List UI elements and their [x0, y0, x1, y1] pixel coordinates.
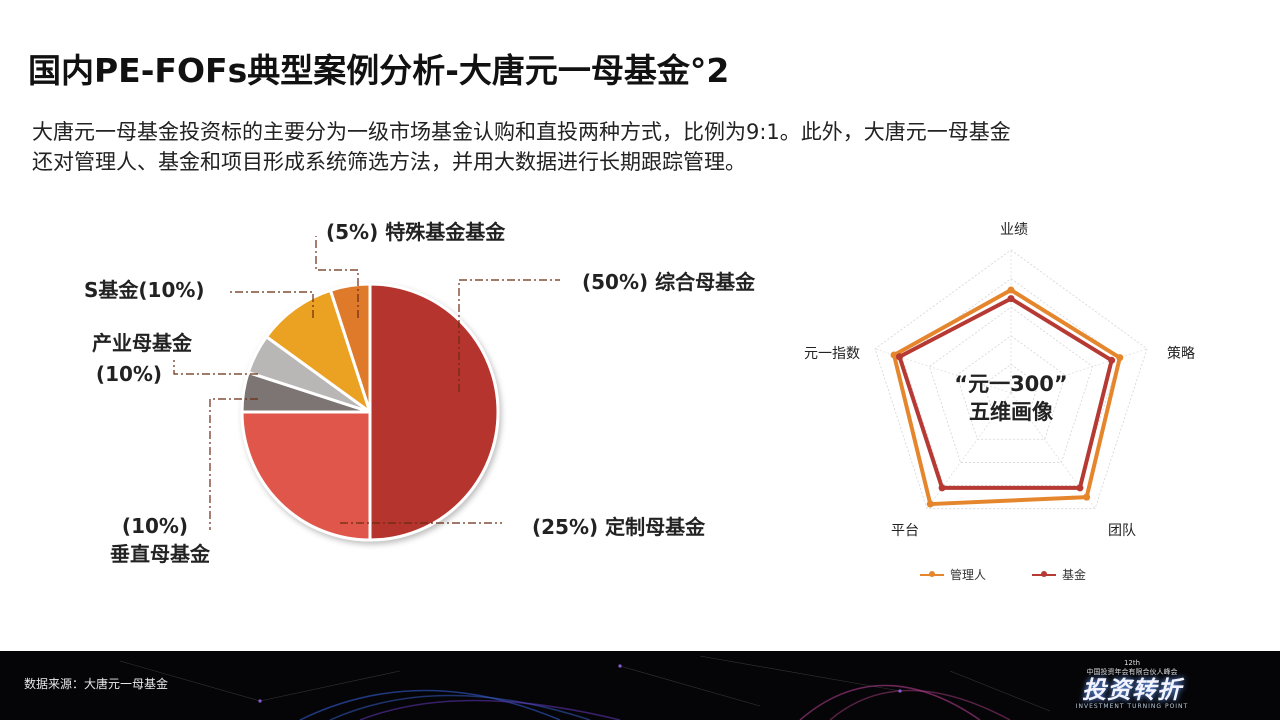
radar-series-0: [892, 288, 1122, 507]
pie-slice-0: [368, 282, 500, 542]
pie-leader-line-2: [209, 398, 258, 530]
radar-grid-ring-1: [983, 363, 1039, 417]
page-title: 国内PE-FOFs典型案例分析-大唐元一母基金°2: [28, 51, 730, 90]
footer-decoration: [119, 655, 1051, 720]
radar-point-1-4: [895, 353, 903, 361]
radar-axis-label-team: 团队: [1108, 523, 1136, 539]
footer-banner: 数据来源：大唐元一母基金 12th 中国投资年会有限合伙人峰会 投资转折 INV…: [0, 651, 1280, 720]
logo-subtitle: INVESTMENT TURNING POINT: [1075, 703, 1189, 710]
radar-point-0-1: [1116, 354, 1124, 362]
radar-point-0-0: [1007, 286, 1015, 294]
radar-point-0-2: [1083, 493, 1091, 501]
logo-main-text: 投资转折: [1082, 676, 1182, 704]
radar-axis-label-performance: 业绩: [1000, 222, 1028, 238]
radar-point-1-0: [1007, 295, 1015, 303]
radar-center-text: “元一300” 五维画像: [954, 370, 1067, 426]
pie-label-industry-name: 产业母基金: [92, 331, 192, 355]
legend-item-fund: 基金: [1032, 566, 1086, 583]
description-line-2: 还对管理人、基金和项目形成系统筛选方法，并用大数据进行长期跟踪管理。: [32, 150, 746, 174]
pie-slice-5: [328, 282, 372, 414]
pie-leader-line-4: [230, 291, 314, 318]
radar-center-line-1: “元一300”: [954, 372, 1068, 396]
legend-item-manager: 管理人: [920, 566, 986, 583]
data-source-note: 数据来源：大唐元一母基金: [24, 677, 169, 691]
pie-label-special-fund: (5%) 特殊基金基金: [326, 220, 506, 244]
radar-point-1-2: [1076, 484, 1084, 492]
pie-label-industry: 产业母基金 (10%): [82, 331, 202, 386]
logo-event-name: 中国投资年会有限合伙人峰会: [1086, 668, 1178, 676]
radar-point-1-3: [938, 484, 946, 492]
legend-swatch-manager: [920, 570, 944, 577]
pie-leader-line-3: [173, 360, 258, 375]
legend-label-fund: 基金: [1062, 568, 1087, 582]
radar-axis-label-strategy: 策略: [1167, 346, 1195, 362]
legend-label-manager: 管理人: [950, 568, 987, 582]
radar-point-0-3: [926, 500, 934, 508]
legend-swatch-fund: [1032, 570, 1057, 577]
event-logo: 12th 中国投资年会有限合伙人峰会 投资转折 INVESTMENT TURNI…: [1062, 659, 1202, 710]
pie-label-industry-pct: (10%): [95, 362, 163, 386]
radar-grid-ring-5: [874, 249, 1148, 510]
radar-axis-label-platform: 平台: [891, 523, 919, 539]
radar-point-1-1: [1108, 356, 1116, 364]
pie-slice-1: [240, 410, 372, 542]
pie-label-custom: (25%) 定制母基金: [532, 515, 706, 539]
pie-slice-4: [264, 288, 372, 414]
pie-leader-line-5: [315, 236, 359, 318]
radar-point-0-4: [890, 351, 898, 359]
radar-grid-ring-2: [956, 335, 1066, 440]
pie-label-vertical: (10%) 垂直母基金: [100, 514, 220, 566]
pie-label-vertical-pct: (10%): [121, 514, 189, 538]
description-line-1: 大唐元一母基金投资标的主要分为一级市场基金认购和直投两种方式，比例为9:1。此外…: [32, 120, 1011, 144]
radar-series-1: [897, 296, 1114, 490]
pie-label-comprehensive: (50%) 综合母基金: [582, 270, 756, 294]
logo-edition: 12th: [1123, 659, 1141, 667]
pie-label-s-fund: S基金(10%): [84, 278, 205, 302]
radar-legend: 管理人 基金: [920, 566, 1086, 583]
pie-label-vertical-name: 垂直母基金: [110, 542, 210, 566]
description: 大唐元一母基金投资标的主要分为一级市场基金认购和直投两种方式，比例为9:1。此外…: [32, 117, 1232, 177]
pie-leader-line-0: [458, 279, 560, 392]
radar-grid-ring-3: [928, 306, 1094, 463]
radar-center-line-2: 五维画像: [968, 400, 1053, 424]
radar-axis-label-index: 元一指数: [804, 346, 860, 362]
